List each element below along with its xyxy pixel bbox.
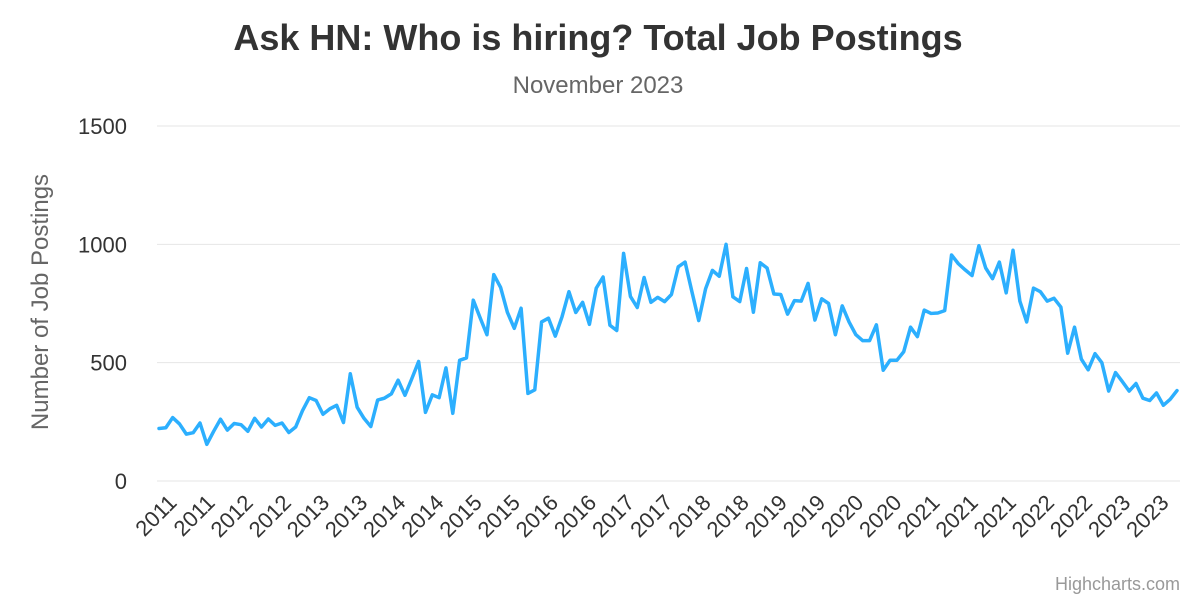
x-tick-label: 2014	[358, 490, 410, 542]
x-tick-label: 2021	[930, 490, 982, 542]
x-tick-label: 2013	[320, 490, 372, 542]
x-tick-label: 2022	[1007, 490, 1059, 542]
series-group	[157, 242, 1179, 447]
x-tick-label: 2014	[396, 490, 448, 542]
x-tick-label: 2019	[778, 490, 830, 542]
x-tick-label: 2015	[434, 490, 486, 542]
y-tick-label: 0	[115, 469, 127, 494]
chart-subtitle: November 2023	[513, 72, 684, 99]
x-tick-label: 2013	[282, 490, 334, 542]
x-tick-label: 2018	[702, 490, 754, 542]
x-tick-label: 2012	[206, 490, 258, 542]
x-tick-label: 2023	[1121, 490, 1173, 542]
x-tick-label: 2022	[1045, 490, 1097, 542]
x-tick-label: 2015	[473, 490, 525, 542]
x-tick-label: 2020	[816, 490, 868, 542]
x-axis-ticks: 2011201120122012201320132014201420152015…	[130, 490, 1173, 542]
x-tick-label: 2023	[1083, 490, 1135, 542]
x-tick-label: 2011	[130, 490, 181, 541]
x-tick-label: 2012	[244, 490, 296, 542]
chart-title: Ask HN: Who is hiring? Total Job Posting…	[233, 17, 962, 58]
y-tick-label: 500	[90, 351, 127, 376]
x-tick-label: 2011	[169, 490, 220, 541]
x-tick-label: 2017	[587, 490, 639, 542]
y-axis-ticks: 0 500 1000 1500	[78, 114, 127, 494]
x-tick-label: 2017	[625, 490, 677, 542]
gridlines	[157, 125, 1180, 482]
x-tick-label: 2016	[549, 490, 601, 542]
y-tick-label: 1500	[78, 114, 127, 139]
x-tick-label: 2021	[892, 490, 944, 542]
series-line[interactable]	[157, 242, 1179, 447]
x-tick-label: 2021	[969, 490, 1021, 542]
x-tick-label: 2018	[663, 490, 715, 542]
x-tick-label: 2019	[740, 490, 792, 542]
y-axis-label: Number of Job Postings	[27, 174, 54, 430]
chart-credit[interactable]: Highcharts.com	[1055, 574, 1180, 594]
x-tick-label: 2016	[511, 490, 563, 542]
x-tick-label: 2020	[854, 490, 906, 542]
y-tick-label: 1000	[78, 232, 127, 257]
